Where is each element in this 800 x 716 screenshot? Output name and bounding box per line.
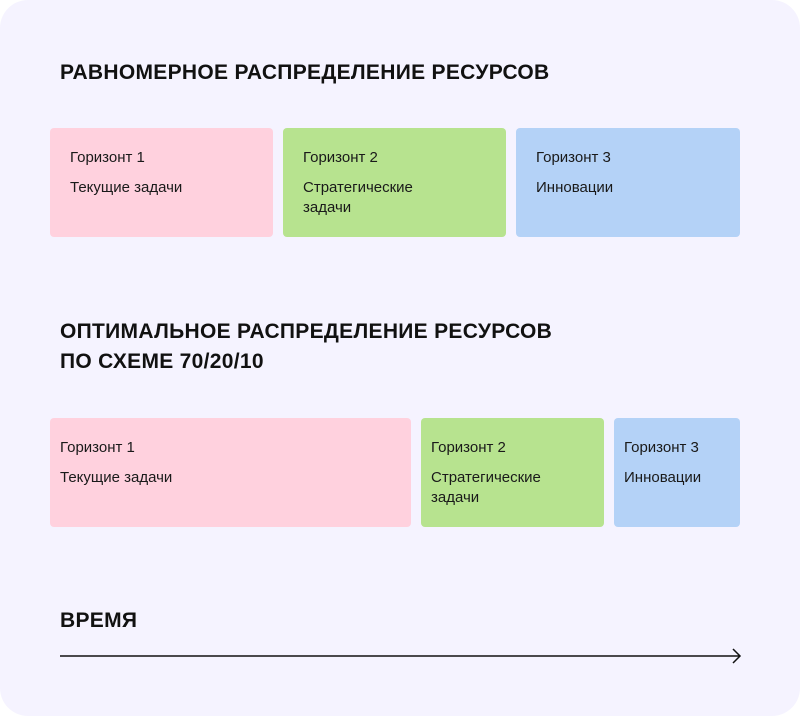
arrowhead-icon	[732, 648, 742, 664]
equal-horizon-1-desc: Текущие задачи	[70, 179, 183, 196]
optimal-horizon-3-title: Горизонт 3	[624, 439, 699, 456]
equal-distribution-title: Равномерное распределение ресурсов	[60, 61, 550, 84]
equal-horizon-2-desc: Стратегические задачи	[303, 179, 413, 216]
equal-horizon-2-box: Горизонт 2 Стратегические задачи	[283, 128, 506, 237]
equal-horizon-1-box: Горизонт 1 Текущие задачи	[50, 128, 273, 237]
optimal-distribution-title: Оптимальное распределение ресурсов по сх…	[60, 317, 552, 377]
optimal-horizon-1-title: Горизонт 1	[60, 439, 135, 456]
time-arrow	[60, 648, 742, 664]
equal-horizon-1-title: Горизонт 1	[70, 149, 145, 166]
optimal-horizon-1-desc: Текущие задачи	[60, 469, 173, 486]
equal-horizon-3-desc: Инновации	[536, 179, 614, 196]
optimal-horizon-2-title: Горизонт 2	[431, 439, 506, 456]
optimal-horizon-2-desc: Стратегические задачи	[431, 469, 541, 506]
optimal-title-line-1: Оптимальное распределение ресурсов	[60, 320, 553, 343]
time-label: Время	[60, 609, 138, 632]
equal-horizon-2-title: Горизонт 2	[303, 149, 378, 166]
optimal-horizon-2-box: Горизонт 2 Стратегические задачи	[421, 418, 604, 527]
optimal-horizon-1-box: Горизонт 1 Текущие задачи	[50, 418, 411, 527]
equal-horizon-3-box: Горизонт 3 Инновации	[516, 128, 740, 237]
optimal-title-line-2: по схеме 70/20/10	[60, 350, 264, 373]
optimal-horizon-3-desc: Инновации	[624, 469, 702, 486]
optimal-horizon-3-box: Горизонт 3 Инновации	[614, 418, 740, 527]
equal-horizon-3-title: Горизонт 3	[536, 149, 611, 166]
